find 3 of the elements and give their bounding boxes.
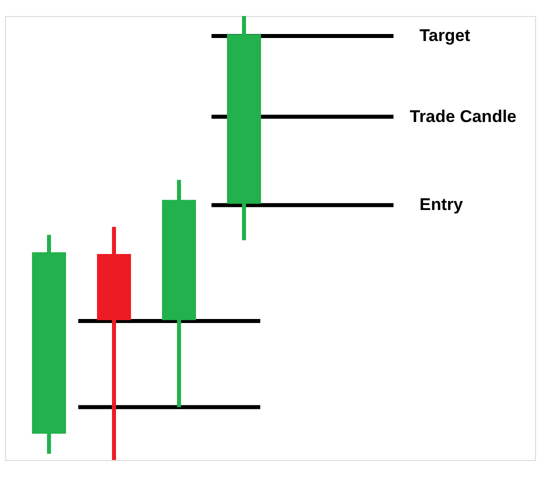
ref-line-label: Trade Candle [410, 106, 517, 126]
ref-line-label: Target [420, 26, 471, 45]
ref-line-label: Entry [420, 195, 464, 214]
